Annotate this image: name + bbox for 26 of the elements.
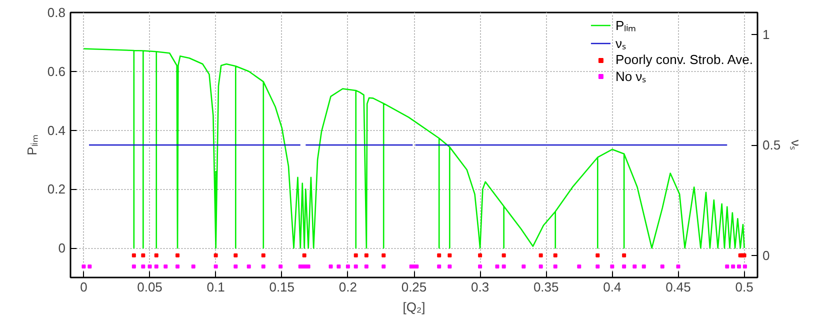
x-tick-label: 0.5 bbox=[735, 280, 754, 294]
y-tick-label: 0.4 bbox=[47, 122, 66, 138]
legend-label: No νₛ bbox=[615, 68, 646, 85]
legend-label: νₛ bbox=[615, 35, 627, 52]
x-tick-label: 0.35 bbox=[533, 280, 559, 294]
legend-label: Poorly conv. Strob. Ave. bbox=[615, 52, 753, 67]
x-tick-label: 0.25 bbox=[401, 280, 427, 294]
y-tick-label: 0.8 bbox=[47, 5, 66, 20]
y-tick-label: 0 bbox=[58, 240, 66, 256]
x-tick-label: 0.05 bbox=[137, 280, 162, 294]
y2-tick-label: 1 bbox=[762, 27, 770, 42]
x-tick-label: 0.3 bbox=[471, 280, 490, 294]
y2-axis-title: νₛ bbox=[788, 140, 804, 150]
legend-label: Pₗᵢₘ bbox=[615, 17, 636, 34]
x-tick-label: 0 bbox=[80, 280, 88, 294]
x-tick-label: 0.2 bbox=[338, 280, 357, 294]
x-tick-label: 0.4 bbox=[603, 280, 622, 294]
y-tick-label: 0.6 bbox=[47, 64, 66, 79]
x-tick-label: 0.1 bbox=[206, 280, 225, 294]
y-tick-label: 0.2 bbox=[47, 182, 66, 197]
y2-tick-label: 0 bbox=[762, 248, 770, 263]
x-tick-label: 0.45 bbox=[666, 280, 691, 294]
y2-tick-label: 0.5 bbox=[762, 138, 781, 152]
x-axis-title: [Q₂] bbox=[402, 300, 426, 314]
x-tick-label: 0.15 bbox=[269, 280, 295, 294]
y-axis-title: Pₗᵢₘ bbox=[24, 134, 40, 156]
